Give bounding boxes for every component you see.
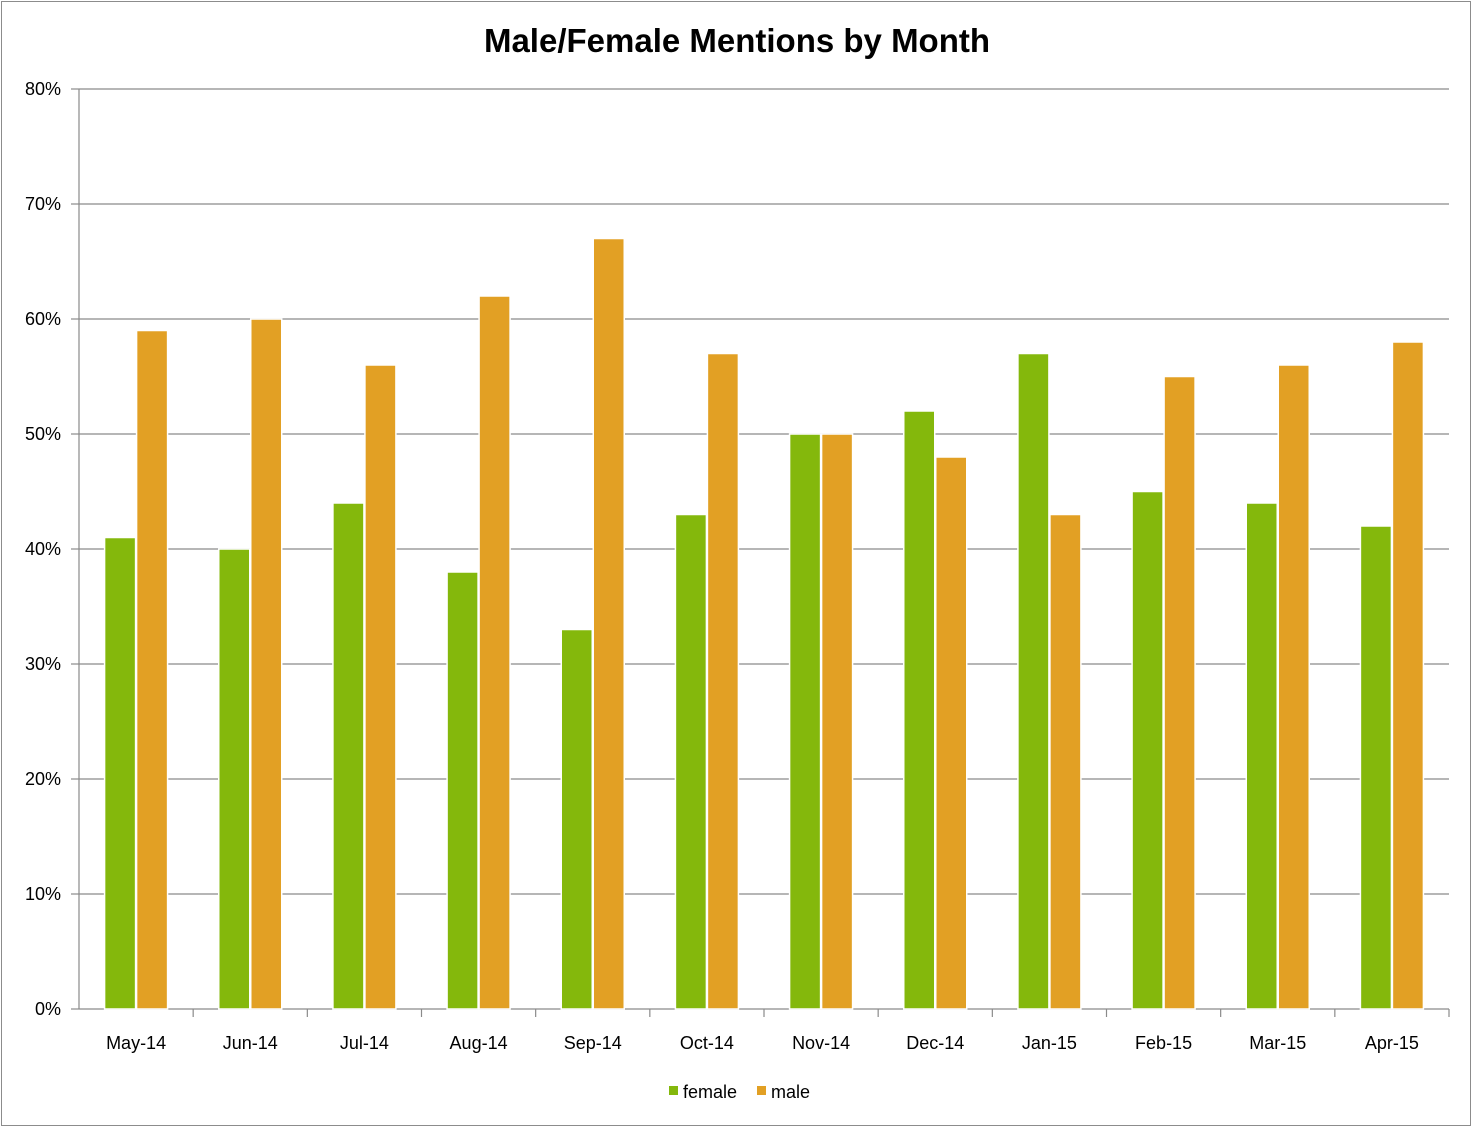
x-tick-label: Apr-15 — [1365, 1033, 1419, 1053]
legend-swatch-male — [757, 1086, 766, 1095]
bar-male-Oct-14 — [706, 352, 740, 1010]
x-tick-label: Nov-14 — [792, 1033, 850, 1053]
x-tick-label: May-14 — [106, 1033, 166, 1053]
y-tick-label: 0% — [35, 999, 61, 1019]
legend-label-female: female — [683, 1082, 737, 1102]
bar-male-Dec-14 — [935, 456, 968, 1010]
x-tick-label: Jan-15 — [1022, 1033, 1077, 1053]
bar-female-Aug-14 — [446, 571, 479, 1010]
bar-female-Jun-14 — [218, 548, 251, 1010]
y-tick-label: 80% — [25, 79, 61, 99]
y-tick-label: 30% — [25, 654, 61, 674]
x-tick-label: Jul-14 — [340, 1033, 389, 1053]
x-tick-label: Dec-14 — [906, 1033, 964, 1053]
x-tick-label: Feb-15 — [1135, 1033, 1192, 1053]
bar-male-Mar-15 — [1277, 364, 1310, 1010]
legend-label-male: male — [771, 1082, 810, 1102]
bar-female-Feb-15 — [1131, 490, 1164, 1010]
bar-male-Apr-15 — [1391, 341, 1425, 1010]
x-tick-label: Oct-14 — [680, 1033, 734, 1053]
bar-male-Jun-14 — [250, 318, 283, 1010]
bar-male-Jul-14 — [364, 364, 397, 1010]
bar-male-May-14 — [135, 329, 169, 1010]
y-tick-label: 40% — [25, 539, 61, 559]
bar-male-Feb-15 — [1163, 375, 1196, 1010]
y-tick-label: 20% — [25, 769, 61, 789]
bar-male-Sep-14 — [592, 237, 625, 1010]
bar-female-Oct-14 — [674, 513, 708, 1010]
y-tick-label: 10% — [25, 884, 61, 904]
bar-female-Apr-15 — [1359, 525, 1393, 1010]
bar-female-Sep-14 — [560, 628, 593, 1010]
bar-female-Jul-14 — [332, 502, 365, 1010]
x-tick-label: Jun-14 — [223, 1033, 278, 1053]
x-tick-label: Sep-14 — [564, 1033, 622, 1053]
bar-female-Dec-14 — [903, 410, 936, 1010]
y-tick-label: 60% — [25, 309, 61, 329]
y-tick-label: 70% — [25, 194, 61, 214]
chart-title: Male/Female Mentions by Month — [483, 22, 991, 59]
legend-swatch-female — [669, 1086, 678, 1095]
bar-female-May-14 — [103, 536, 137, 1010]
bar-male-Jan-15 — [1049, 513, 1082, 1010]
bar-male-Nov-14 — [820, 433, 854, 1010]
y-tick-label: 50% — [25, 424, 61, 444]
bar-male-Aug-14 — [478, 295, 511, 1010]
x-tick-label: Aug-14 — [450, 1033, 508, 1053]
bar-female-Nov-14 — [788, 433, 822, 1010]
bar-female-Jan-15 — [1017, 352, 1050, 1010]
x-tick-label: Mar-15 — [1249, 1033, 1306, 1053]
bar-female-Mar-15 — [1245, 502, 1278, 1010]
